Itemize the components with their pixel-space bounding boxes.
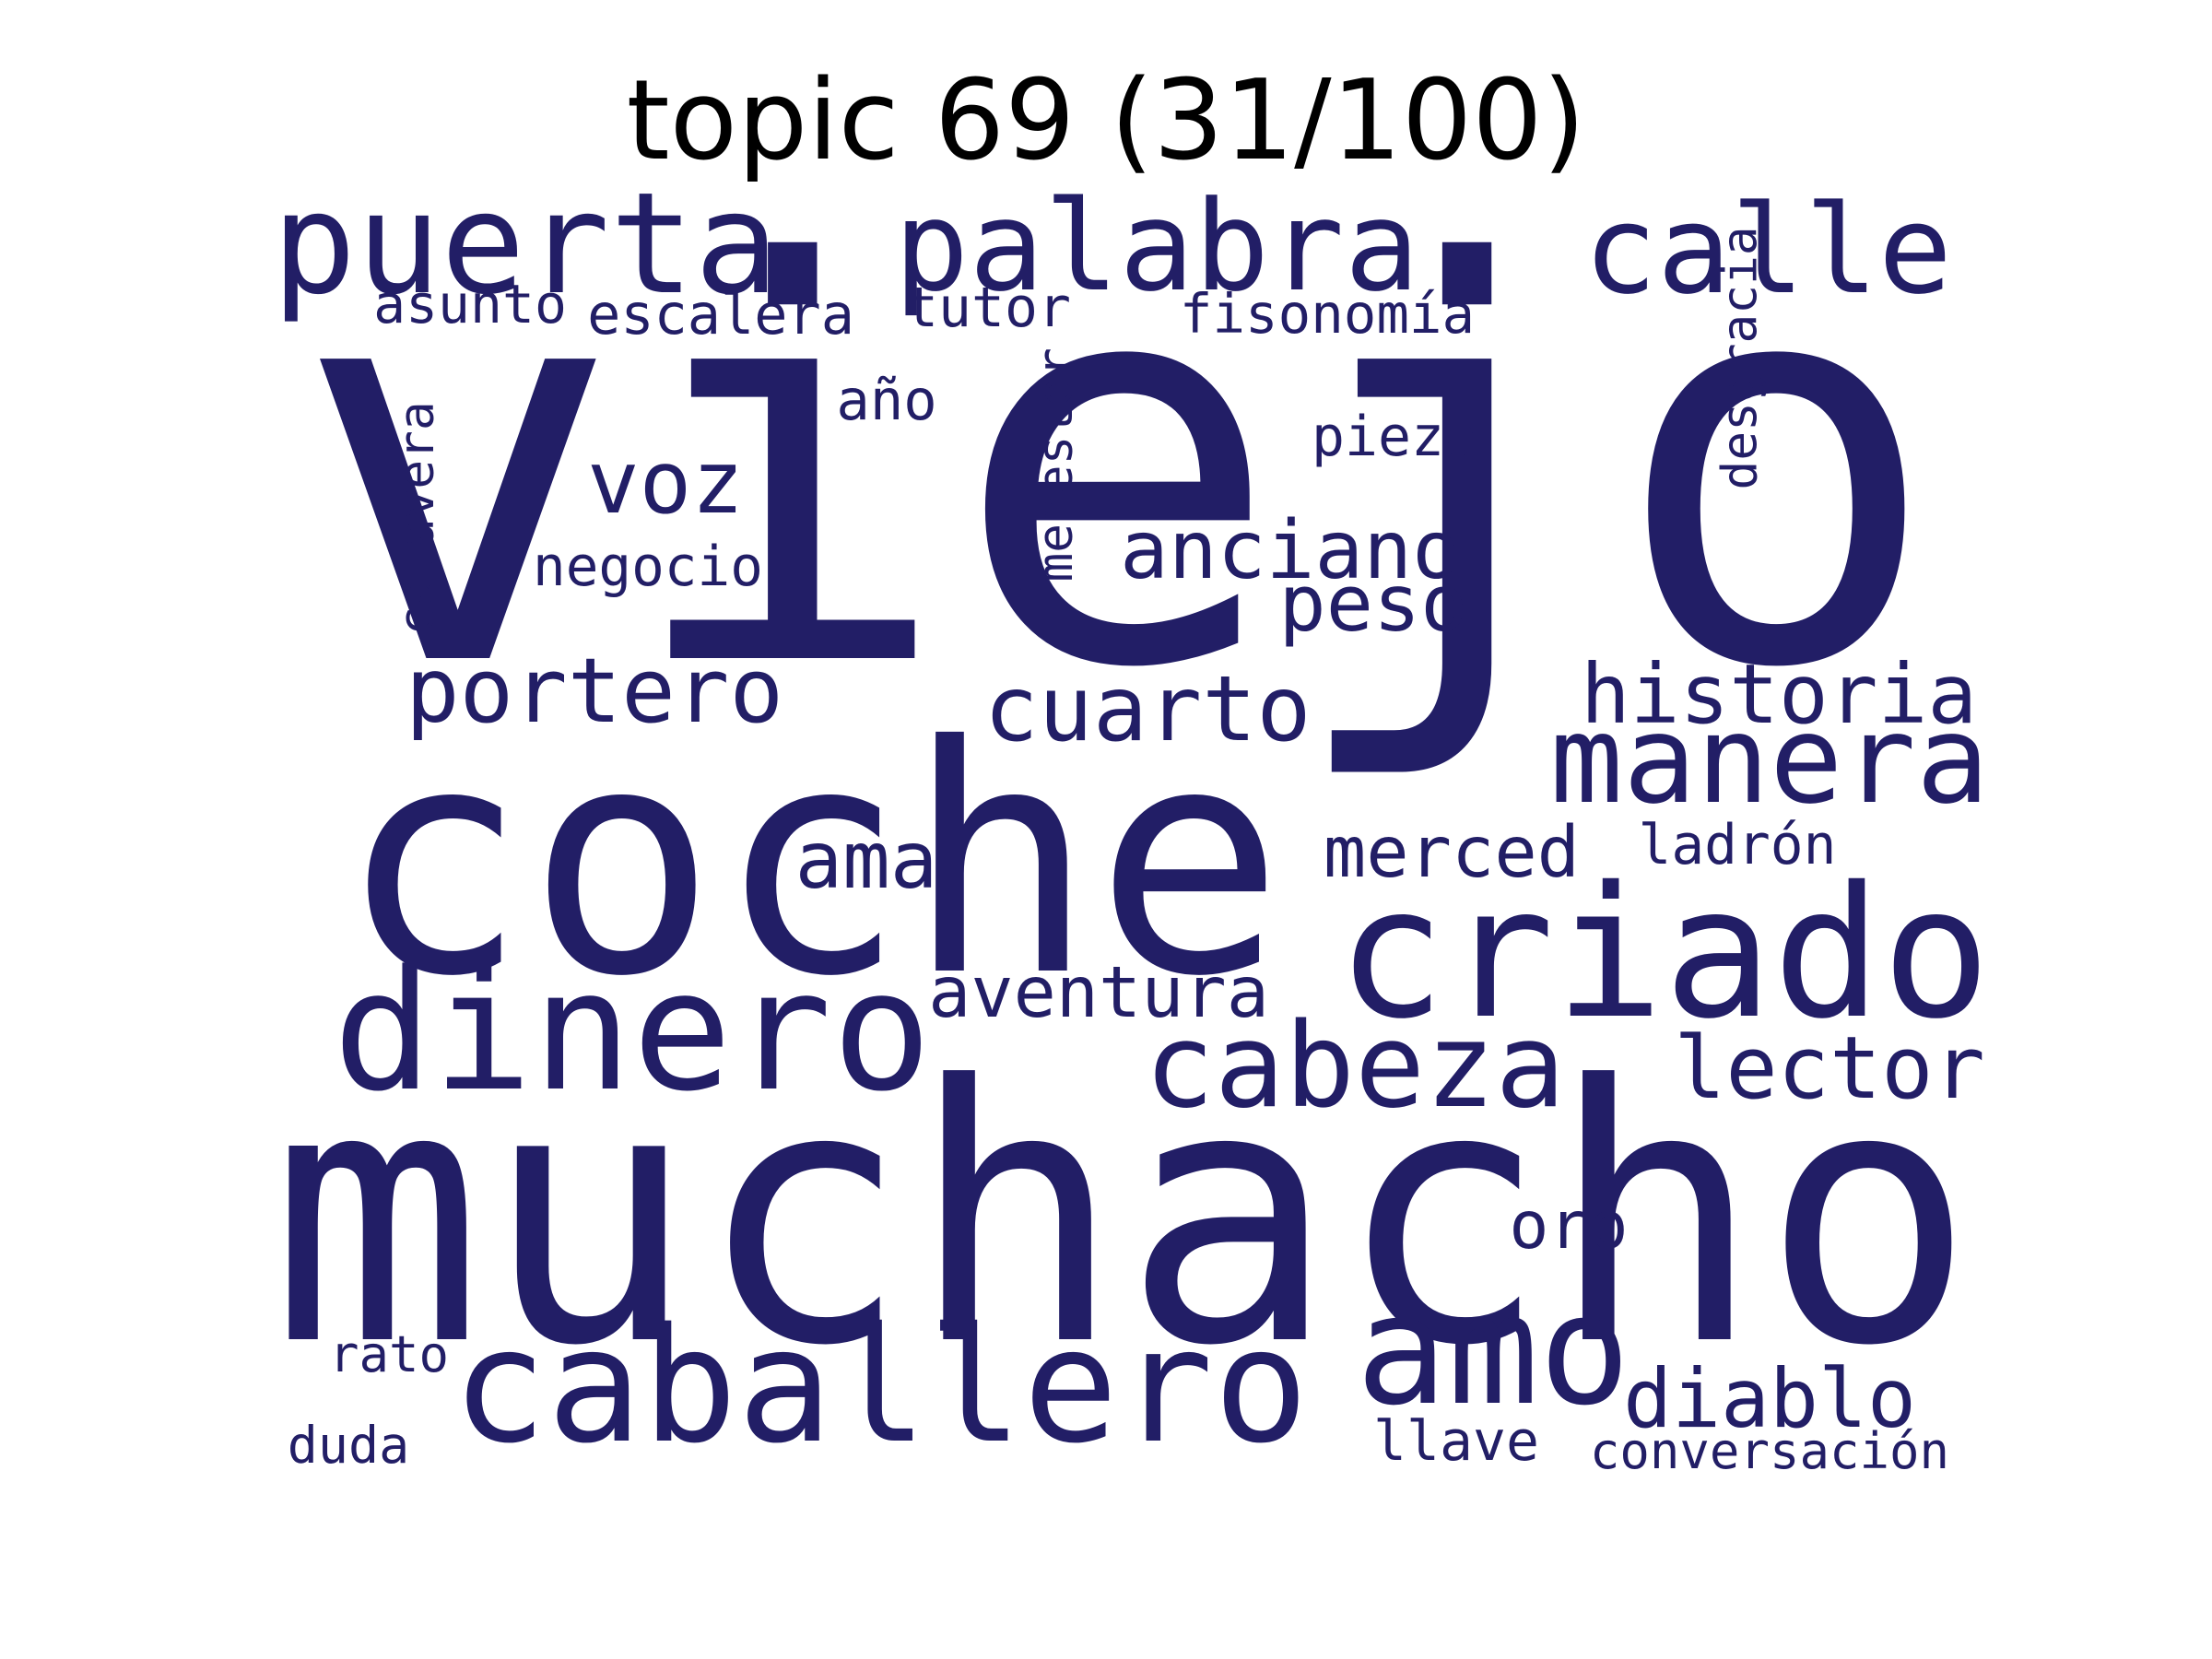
word-duda: duda <box>287 1415 410 1475</box>
word-desgracia: desgracia <box>1712 226 1769 490</box>
word-negocio: negocio <box>533 535 763 599</box>
word-coche: coche <box>337 678 1285 1045</box>
word-lector: lector <box>1674 1018 1985 1120</box>
word-voz: voz <box>587 433 744 534</box>
word-dinero: dinero <box>333 935 932 1128</box>
word-criado: criado <box>1336 848 1991 1059</box>
word-ano: año <box>836 368 937 433</box>
word-portero: portero <box>406 639 784 744</box>
word-pieza: pieza <box>1312 405 1478 470</box>
word-fisonomia: fisonomía <box>1179 281 1476 346</box>
word-cabeza: cabeza <box>1144 997 1566 1134</box>
word-muchacho: muchacho <box>270 1010 1975 1423</box>
word-historia: historia <box>1581 647 1978 744</box>
word-menester: menester <box>1027 347 1084 582</box>
word-aventura: aventura <box>928 951 1269 1034</box>
word-manera: manera <box>1549 689 1990 831</box>
word-viejo: viejo <box>293 151 1942 788</box>
word-calavera: calavera <box>388 401 445 636</box>
word-cuarto: cuarto <box>983 656 1312 762</box>
word-merced: merced <box>1323 811 1581 894</box>
word-ama: ama <box>794 815 938 908</box>
word-puerta: puerta <box>271 161 780 325</box>
chart-title: topic 69 (31/100) <box>626 57 1586 185</box>
word-oro: oro <box>1509 1187 1629 1265</box>
word-palabra: palabra <box>893 173 1420 320</box>
word-rato: rato <box>329 1325 450 1383</box>
word-escalera: escalera <box>587 282 854 347</box>
word-peso: peso <box>1278 558 1468 650</box>
word-calle: calle <box>1583 179 1952 322</box>
word-tutor: tutor <box>905 276 1072 341</box>
word-llave: llave <box>1373 1409 1540 1475</box>
word-amo: amo <box>1356 1261 1631 1439</box>
word-asunto: asunto <box>373 273 567 335</box>
word-caballero: caballero <box>452 1295 1309 1479</box>
word-diablo: diablo <box>1623 1351 1916 1446</box>
word-anciano: anciano <box>1120 503 1462 598</box>
word-conversacion: conversación <box>1589 1422 1950 1480</box>
word-ladron: ladrón <box>1638 814 1837 878</box>
